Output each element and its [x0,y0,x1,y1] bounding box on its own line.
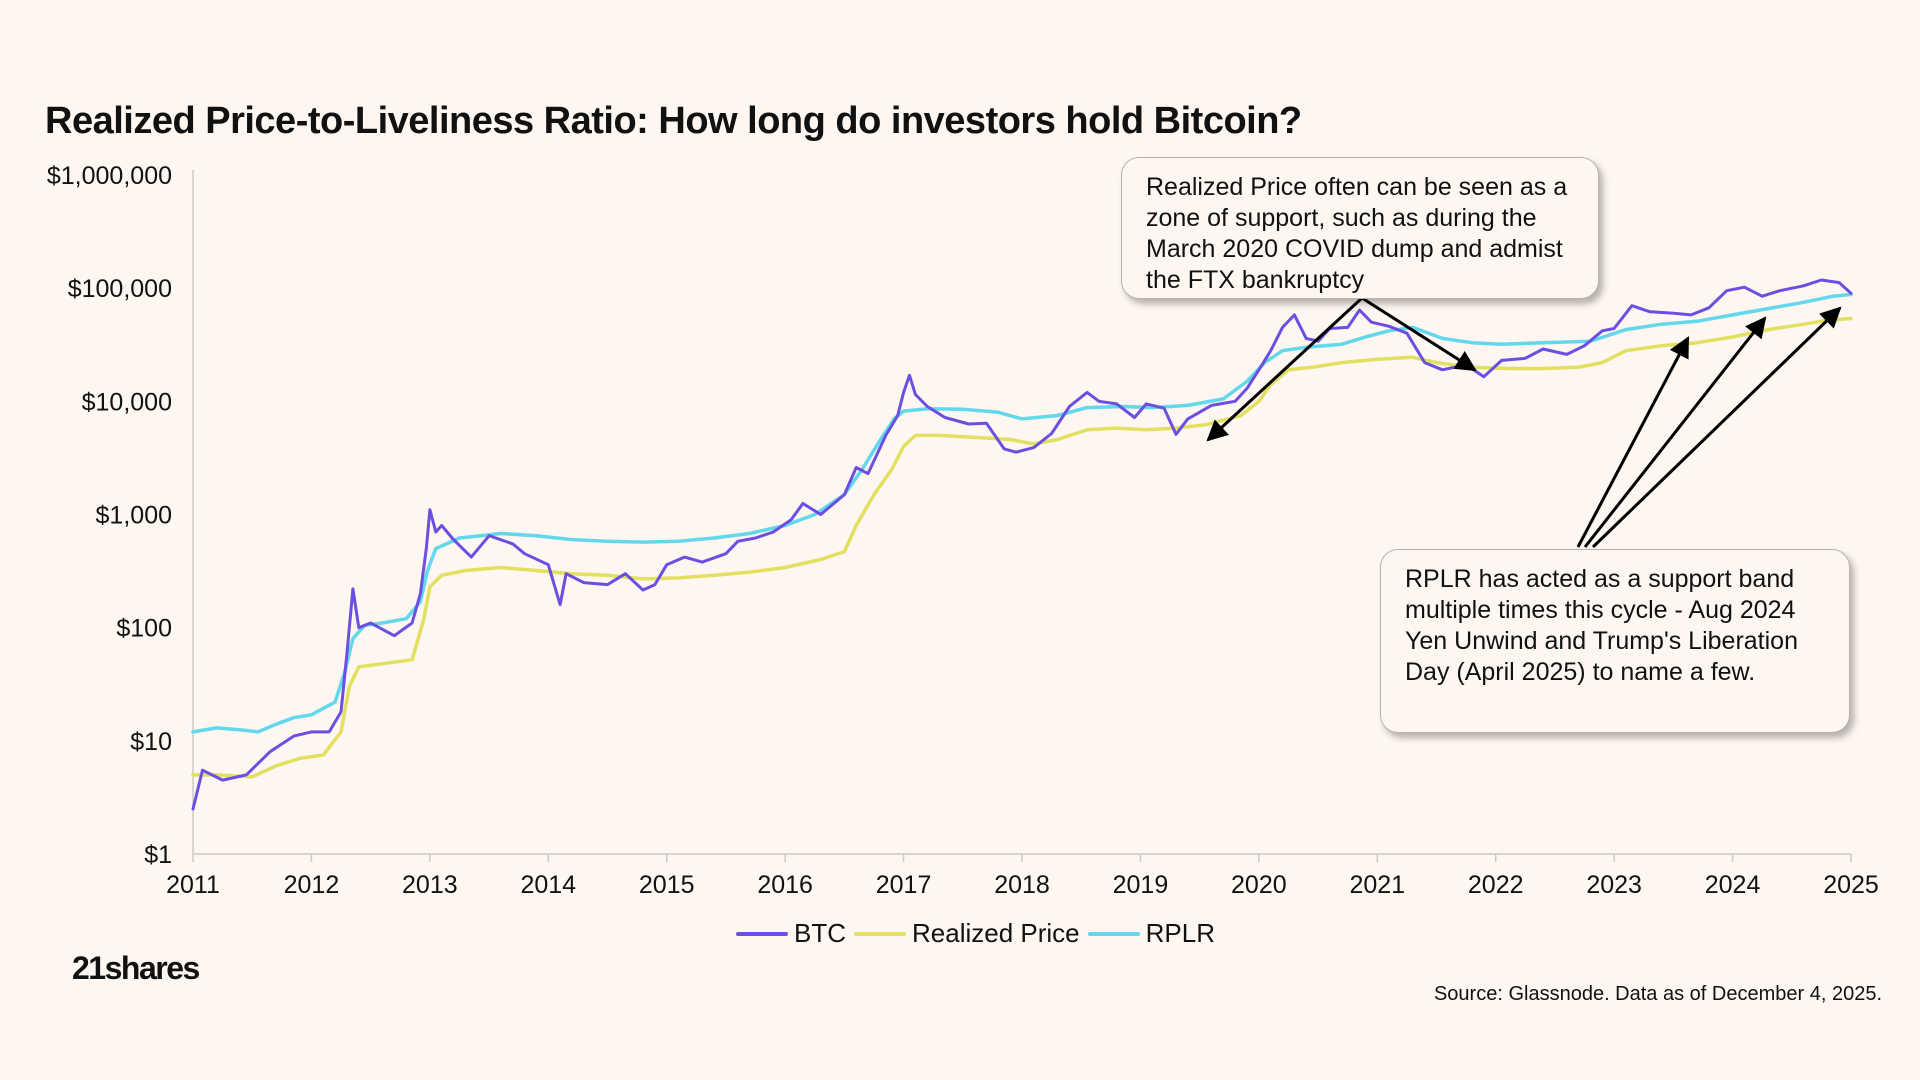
y-tick-label: $100,000 [68,275,172,303]
annotation-arrow-ftx [1361,296,1477,372]
x-tick-label: 2025 [1823,871,1879,899]
x-tick-label: 2019 [1113,871,1169,899]
x-tick-label: 2012 [284,871,340,899]
legend-label-btc: BTC [794,918,846,948]
annotation-arrow-rplr-3 [1591,306,1842,549]
annotation-arrow-rplr-1 [1576,336,1690,548]
x-tick-label: 2023 [1586,871,1642,899]
legend-item-rplr: RPLR [1087,918,1215,949]
y-tick-label: $10,000 [82,388,172,416]
y-tick-label: $1,000,000 [47,162,172,190]
x-tick-label: 2014 [520,871,576,899]
x-tick-label: 2020 [1231,871,1287,899]
source-note: Source: Glassnode. Data as of December 4… [1433,983,1882,1005]
brand-logo: 21shares [72,950,200,986]
x-tick-label: 2015 [639,871,695,899]
y-tick-label: $10 [130,728,172,756]
legend-label-rplr: RPLR [1145,918,1215,948]
chart-title: Realized Price-to-Liveliness Ratio: How … [45,100,1302,142]
annotation-arrow-covid [1206,296,1364,442]
x-tick-label: 2024 [1705,871,1761,899]
callout-rplr-support: RPLR has acted as a support band multipl… [1380,549,1850,733]
legend-item-btc: BTC [736,918,846,949]
legend-label-realized-price: Realized Price [912,918,1080,948]
x-tick-label: 2011 [166,871,220,899]
y-tick-label: $100 [116,615,172,643]
x-tick-label: 2022 [1468,871,1524,899]
y-tick-label: $1 [144,841,172,869]
legend-swatch-realized-price [854,931,906,936]
legend-item-realized-price: Realized Price [854,918,1080,949]
legend-swatch-rplr [1087,931,1140,936]
legend: BTC Realized Price RPLR [736,918,1223,949]
x-tick-label: 2018 [994,871,1050,899]
x-tick-label: 2016 [757,871,813,899]
legend-swatch-btc [736,931,788,936]
x-tick-label: 2017 [876,871,932,899]
series-line-realized-price [191,316,1853,779]
callout-realized-price: Realized Price often can be seen as a zo… [1121,157,1599,299]
x-tick-label: 2013 [402,871,458,899]
series-line-btc [191,278,1853,811]
annotation-arrow-rplr-2 [1583,316,1767,548]
x-tick-label: 2021 [1349,871,1405,899]
y-tick-label: $1,000 [96,502,172,530]
